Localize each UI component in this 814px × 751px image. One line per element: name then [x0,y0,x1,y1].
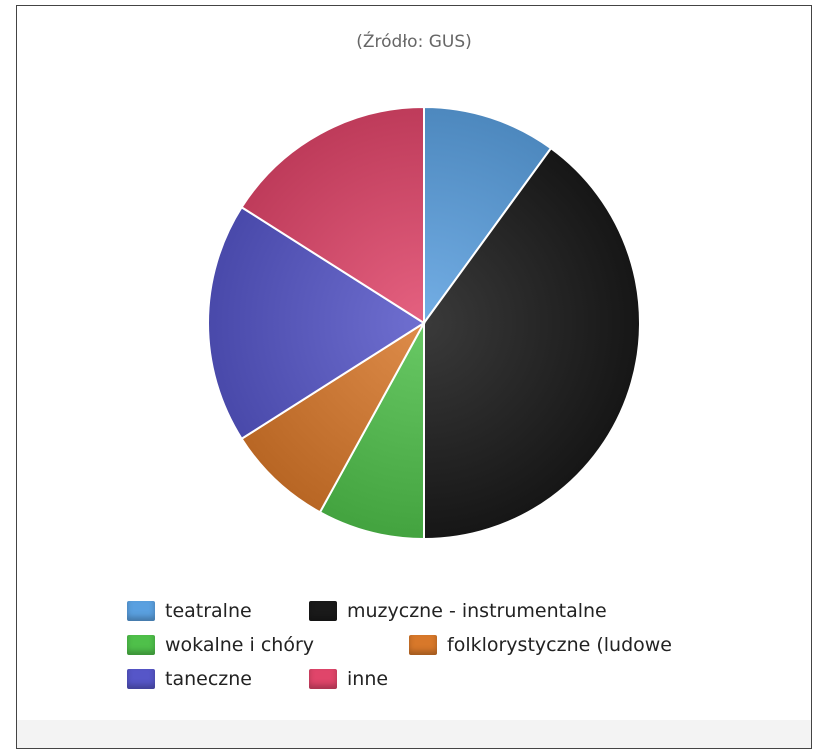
pie-slice-1[interactable] [423,105,553,327]
legend-row: taneczne inne [127,662,787,696]
pie-slice-4[interactable] [240,322,425,514]
legend-item-folklorystyczne[interactable]: folklorystyczne (ludowe [409,634,672,656]
legend-swatch [127,635,155,655]
pie-slice-5[interactable] [207,205,426,441]
footer-strip [17,720,811,748]
legend-item-taneczne[interactable]: taneczne [127,668,291,690]
legend-label: muzyczne - instrumentalne [347,600,607,622]
legend-swatch [309,601,337,621]
legend-item-muzyczne[interactable]: muzyczne - instrumentalne [309,600,607,622]
chart-legend: teatralne muzyczne - instrumentalne woka… [127,594,787,696]
legend-row: wokalne i chóry folklorystyczne (ludowe [127,628,787,662]
legend-label: taneczne [165,668,252,690]
legend-label: folklorystyczne (ludowe [447,634,672,656]
legend-item-teatralne[interactable]: teatralne [127,600,291,622]
legend-row: teatralne muzyczne - instrumentalne [127,594,787,628]
pie-chart [207,105,641,541]
legend-label: teatralne [165,600,252,622]
legend-item-inne[interactable]: inne [309,668,388,690]
legend-label: inne [347,668,389,690]
pie-slice-6[interactable] [240,105,425,325]
legend-swatch [127,601,155,621]
legend-swatch [309,669,337,689]
legend-swatch [127,669,155,689]
chart-frame: (Źródło: GUS) teatralne muzyczne - instr… [16,5,812,749]
legend-swatch [409,635,437,655]
legend-label: wokalne i chóry [165,634,315,656]
pie-slice-3[interactable] [318,322,425,541]
chart-subtitle: (Źródło: GUS) [356,32,472,52]
legend-item-wokalne[interactable]: wokalne i chóry [127,634,391,656]
pie-slice-2[interactable] [423,146,641,541]
